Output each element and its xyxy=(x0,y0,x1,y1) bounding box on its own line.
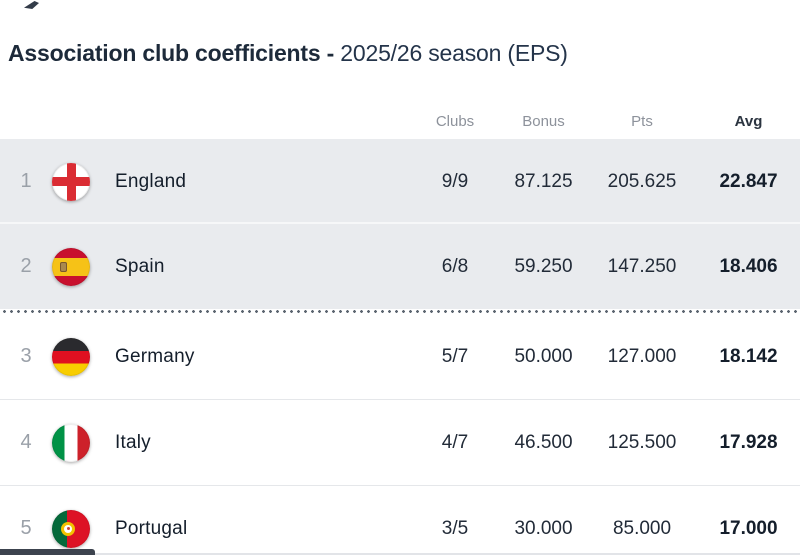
table-body: 1 England 9/9 87.125 205.625 22.847 2 Spain 6/8 5… xyxy=(0,139,800,555)
bonus-value: 30.000 xyxy=(514,517,573,539)
header-avg: Avg xyxy=(734,112,763,130)
table-row-germany[interactable]: 3 Germany 5/7 50.000 127.000 18.142 xyxy=(0,314,800,400)
header-clubs: Clubs xyxy=(435,112,475,130)
coefficients-table: Clubs Bonus Pts Avg 1 England 9/9 87.125 205… xyxy=(0,103,800,555)
header-bonus: Bonus xyxy=(522,112,565,130)
table-header: Clubs Bonus Pts Avg xyxy=(0,103,800,139)
pts-value: 125.500 xyxy=(607,431,677,453)
country-name: England xyxy=(115,170,187,192)
avg-value: 17.000 xyxy=(719,517,778,539)
clubs-value: 6/8 xyxy=(441,255,469,277)
avg-value: 22.847 xyxy=(719,170,778,192)
spain-flag-icon xyxy=(52,247,90,286)
country-name: Italy xyxy=(115,431,151,453)
table-row-italy[interactable]: 4 Italy 4/7 46.500 125.500 17.928 xyxy=(0,400,800,486)
pts-value: 85.000 xyxy=(612,517,672,539)
rank-number: 1 xyxy=(20,170,32,192)
pts-value: 205.625 xyxy=(607,170,677,192)
avg-value: 17.928 xyxy=(719,431,778,453)
bonus-value: 50.000 xyxy=(514,345,573,367)
portugal-coat-of-arms xyxy=(61,521,75,536)
rank-number: 4 xyxy=(20,431,32,453)
partial-separator xyxy=(95,553,800,555)
status-bar-fragment xyxy=(0,549,95,555)
flag-cell xyxy=(52,423,102,462)
rank-number: 2 xyxy=(20,255,32,277)
header-pts: Pts xyxy=(631,112,653,130)
spain-coat-of-arms xyxy=(60,261,67,272)
qualification-cutoff-line xyxy=(0,309,800,314)
flag-cell xyxy=(52,247,102,286)
avg-value: 18.142 xyxy=(719,345,778,367)
avg-value: 18.406 xyxy=(719,255,778,277)
bonus-value: 46.500 xyxy=(514,431,573,453)
bonus-value: 59.250 xyxy=(514,255,573,277)
title-main: Association club coefficients - xyxy=(8,40,335,66)
flag-cell xyxy=(52,509,102,548)
clubs-value: 3/5 xyxy=(441,517,469,539)
country-name: Germany xyxy=(115,345,195,367)
rank-number: 5 xyxy=(20,517,32,539)
clubs-value: 4/7 xyxy=(441,431,469,453)
clubs-value: 9/9 xyxy=(441,170,469,192)
flag-cell xyxy=(52,337,102,376)
england-flag-icon xyxy=(52,162,90,201)
bonus-value: 87.125 xyxy=(514,170,573,192)
rank-number: 3 xyxy=(20,345,32,367)
italy-flag-icon xyxy=(52,423,90,462)
clubs-value: 5/7 xyxy=(441,345,469,367)
country-name: Portugal xyxy=(115,517,188,539)
table-row-england[interactable]: 1 England 9/9 87.125 205.625 22.847 xyxy=(0,139,800,224)
table-row-portugal[interactable]: 5 Portugal 3/5 30.000 85.000 17.000 xyxy=(0,486,800,555)
page-title: Association club coefficients - 2025/26 … xyxy=(8,38,800,68)
pts-value: 147.250 xyxy=(607,255,677,277)
portugal-flag-icon xyxy=(52,509,90,548)
pts-value: 127.000 xyxy=(607,345,677,367)
germany-flag-icon xyxy=(52,337,90,376)
table-row-spain[interactable]: 2 Spain 6/8 59.250 147.250 18.406 xyxy=(0,224,800,309)
country-name: Spain xyxy=(115,255,165,277)
top-edge-artifact xyxy=(24,1,39,9)
title-season: 2025/26 season (EPS) xyxy=(340,40,568,66)
flag-cell xyxy=(52,162,102,201)
